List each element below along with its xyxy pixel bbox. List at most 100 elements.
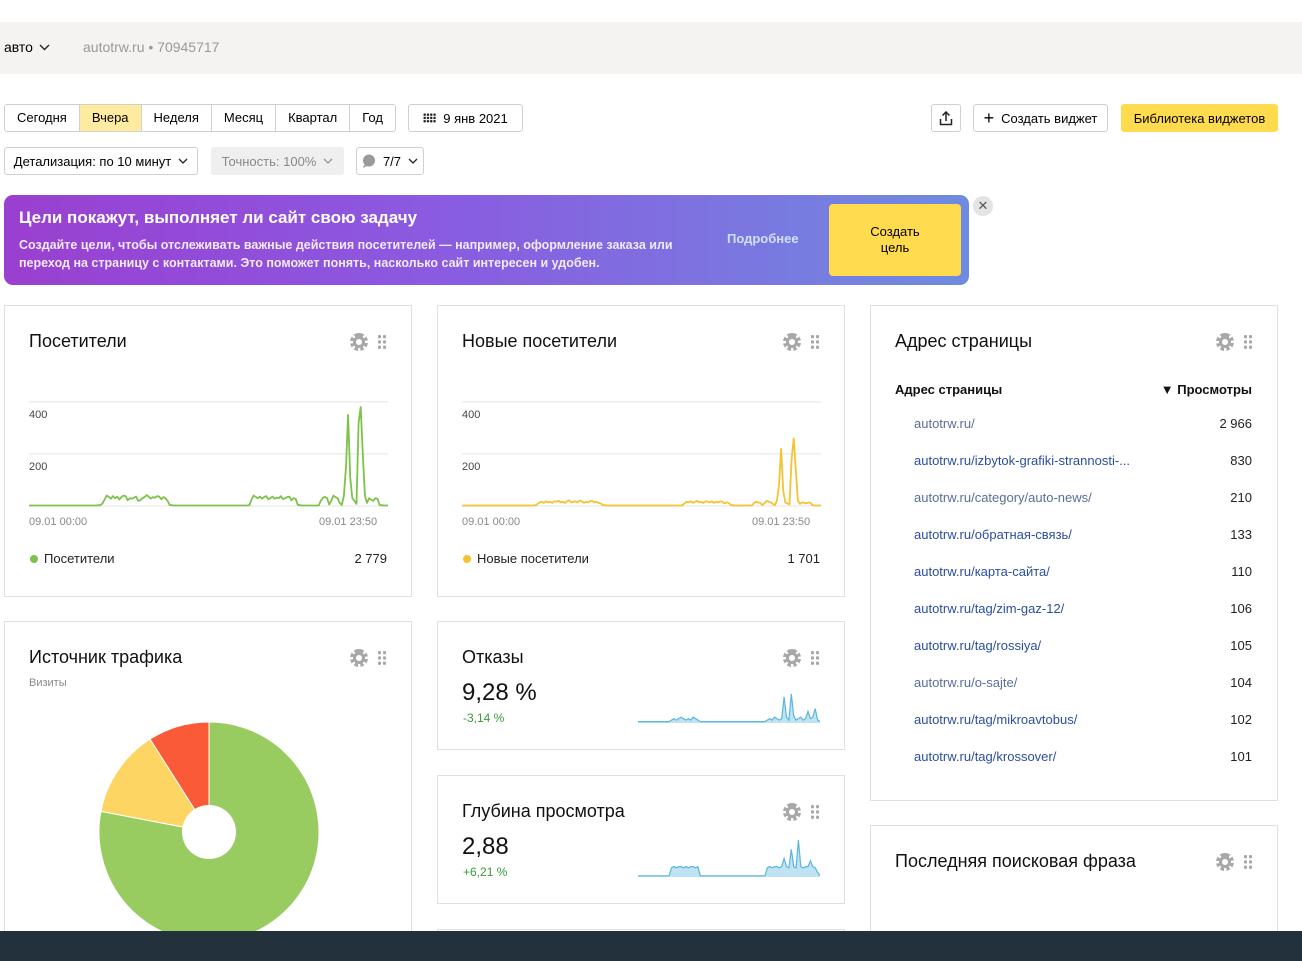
page-url-link[interactable]: autotrw.ru/o-sajte/ — [914, 675, 1018, 690]
x-tick-start: 09.01 00:00 — [29, 516, 88, 528]
counter-select-label: авто — [4, 39, 33, 55]
gear-icon[interactable] — [783, 333, 801, 351]
x-tick-end: 09.01 23:50 — [319, 516, 378, 528]
gear-icon[interactable] — [783, 803, 801, 821]
traffic-pie-chart — [98, 721, 320, 943]
legend-total: 2 779 — [354, 551, 387, 566]
gear-icon[interactable] — [1216, 853, 1234, 871]
banner-more-link[interactable]: Подробнее — [727, 231, 799, 246]
chevron-down-icon — [178, 158, 188, 164]
create-goal-button[interactable]: Создать цель — [829, 204, 961, 276]
page-url-link[interactable]: autotrw.ru/карта-сайта/ — [914, 564, 1050, 579]
comment-icon — [362, 154, 375, 168]
drag-handle-icon[interactable] — [1243, 854, 1253, 870]
widget-tools — [350, 649, 387, 667]
depth-widget: Глубина просмотра 2,88 +6,21 % — [437, 775, 845, 904]
period-option[interactable]: Неделя — [141, 105, 212, 131]
depth-value: 2,88 — [462, 833, 509, 860]
widget-tools — [783, 333, 820, 351]
segments-select[interactable]: 7/7 — [356, 147, 424, 175]
create-goal-label: Создать цель — [870, 224, 920, 255]
widget-title: Глубина просмотра — [462, 801, 625, 821]
site-label: autotrw.ru • 70945717 — [83, 39, 220, 55]
page-url-link[interactable]: autotrw.ru/tag/krossover/ — [914, 749, 1057, 764]
bounces-widget: Отказы 9,28 % -3,14 % — [437, 621, 845, 750]
page-url-link[interactable]: autotrw.ru/tag/mikroavtobus/ — [914, 712, 1078, 727]
counter-bar: авто autotrw.ru • 70945717 — [0, 22, 1302, 74]
segments-label: 7/7 — [382, 153, 402, 169]
x-tick-end: 09.01 23:50 — [752, 516, 811, 528]
legend-item: Новые посетители — [463, 551, 589, 566]
page-url-link[interactable]: autotrw.ru/izbytok-grafiki-strannosti-..… — [914, 453, 1131, 468]
period-option[interactable]: Квартал — [276, 105, 351, 131]
gear-icon[interactable] — [783, 649, 801, 667]
sparkline-area — [638, 694, 820, 723]
legend-label: Новые посетители — [477, 551, 589, 566]
page-url-link[interactable]: autotrw.ru/обратная-связь/ — [914, 527, 1072, 542]
bottom-panel — [0, 931, 1302, 961]
drag-handle-icon[interactable] — [810, 650, 820, 666]
page-views-value: 110 — [1231, 564, 1252, 579]
pie-slice[interactable] — [149, 721, 210, 834]
page-views-value: 105 — [1230, 638, 1252, 653]
y-tick-label: 400 — [29, 409, 47, 421]
sparkline-line — [638, 693, 820, 723]
bounce-sparkline — [638, 693, 820, 723]
drag-handle-icon[interactable] — [377, 334, 387, 350]
page-views-value: 106 — [1230, 601, 1252, 616]
plus-icon: + — [983, 108, 995, 128]
widget-library-button[interactable]: Библиотека виджетов — [1121, 104, 1278, 132]
widget-subtitle: Визиты — [29, 677, 67, 689]
page-url-link[interactable]: autotrw.ru/category/auto-news/ — [914, 490, 1092, 505]
gear-icon[interactable] — [1216, 333, 1234, 351]
y-tick-label: 400 — [462, 409, 480, 421]
y-tick-label: 200 — [462, 461, 480, 473]
share-icon — [939, 110, 953, 125]
export-button[interactable] — [931, 104, 961, 132]
close-icon[interactable]: ✕ — [973, 196, 993, 216]
widget-title: Новые посетители — [462, 331, 618, 351]
page-views-value: 2 966 — [1219, 416, 1252, 431]
period-option[interactable]: Сегодня — [5, 105, 80, 131]
detail-select[interactable]: Детализация: по 10 минут — [4, 147, 198, 175]
legend-dot — [463, 554, 471, 563]
period-option[interactable]: Вчера — [79, 105, 142, 131]
counter-select[interactable]: авто — [4, 39, 50, 55]
page-views-value: 102 — [1230, 712, 1252, 727]
pie-slice[interactable] — [100, 738, 211, 833]
gear-icon[interactable] — [350, 649, 368, 667]
legend-item: Посетители — [30, 551, 115, 566]
widget-title: Последняя поисковая фраза — [895, 851, 1136, 871]
widget-title: Источник трафика — [29, 647, 183, 667]
create-widget-button[interactable]: + Создать виджет — [973, 104, 1108, 132]
period-option[interactable]: Год — [350, 105, 395, 131]
column-header-views[interactable]: ▼ Просмотры — [1160, 382, 1252, 397]
date-label: 9 янв 2021 — [443, 110, 508, 126]
donut-hole — [182, 805, 236, 859]
accuracy-select[interactable]: Точность: 100% — [211, 147, 344, 175]
period-option[interactable]: Месяц — [211, 105, 277, 131]
x-tick-start: 09.01 00:00 — [462, 516, 521, 528]
page-views-value: 133 — [1230, 527, 1252, 542]
drag-handle-icon[interactable] — [810, 334, 820, 350]
bounce-rate-delta: -3,14 % — [463, 711, 505, 725]
page-views-value: 210 — [1230, 490, 1252, 505]
page-views-value: 101 — [1230, 749, 1252, 764]
widget-title: Посетители — [29, 331, 127, 351]
chevron-down-icon — [39, 44, 50, 50]
drag-handle-icon[interactable] — [377, 650, 387, 666]
accuracy-label: Точность: 100% — [221, 153, 317, 169]
page-url-link[interactable]: autotrw.ru/ — [914, 416, 975, 431]
gear-icon[interactable] — [350, 333, 368, 351]
widget-tools — [1216, 853, 1253, 871]
series-line — [462, 437, 821, 507]
banner-title: Цели покажут, выполняет ли сайт свою зад… — [19, 208, 418, 227]
drag-handle-icon[interactable] — [1243, 334, 1253, 350]
page-url-link[interactable]: autotrw.ru/tag/rossiya/ — [914, 638, 1042, 653]
page-url-link[interactable]: autotrw.ru/tag/zim-gaz-12/ — [914, 601, 1065, 616]
widget-title: Отказы — [462, 647, 524, 667]
visitors-widget: Посетители 400 200 09.01 00:00 09.01 23:5… — [4, 305, 412, 597]
visitors-chart: 400 200 — [29, 401, 388, 507]
drag-handle-icon[interactable] — [810, 804, 820, 820]
date-picker-button[interactable]: 9 янв 2021 — [408, 104, 523, 132]
